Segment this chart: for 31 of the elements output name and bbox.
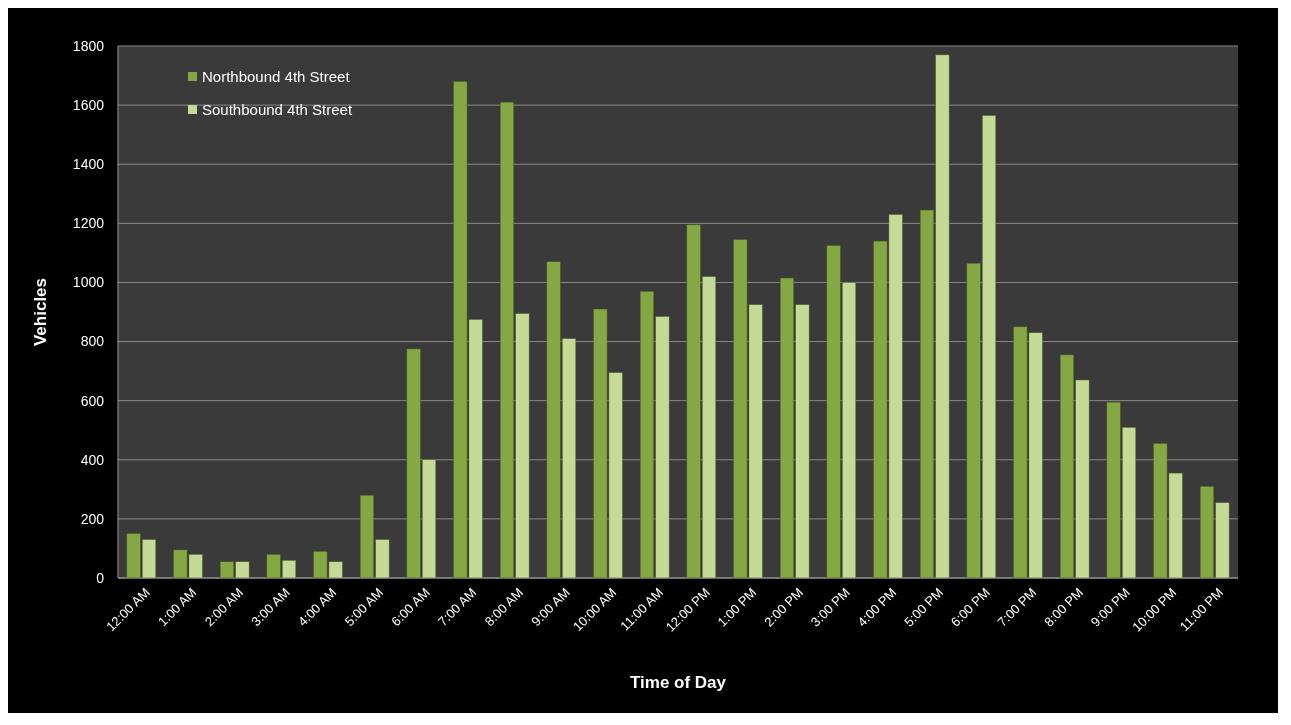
y-tick-label: 1600: [72, 97, 105, 114]
y-tick-label: 1000: [72, 274, 105, 291]
x-tick-label: 6:00 AM: [388, 584, 433, 630]
x-tick-label: 4:00 AM: [295, 584, 340, 630]
y-tick-label: 1400: [72, 156, 105, 173]
x-tick-label: 1:00 AM: [155, 584, 200, 630]
x-tick-label: 4:00 PM: [854, 584, 900, 630]
legend-label: Southbound 4th Street: [202, 101, 353, 119]
y-tick-label: 400: [80, 451, 105, 468]
x-tick-label: 8:00 AM: [481, 584, 527, 630]
y-tick-label: 200: [80, 510, 105, 527]
x-tick-label: 7:00 AM: [435, 584, 480, 630]
x-tick-label: 3:00 AM: [248, 584, 293, 630]
x-tick-label: 3:00 PM: [807, 584, 853, 630]
x-tick-label: 2:00 PM: [761, 584, 807, 630]
legend-label: Northbound 4th Street: [202, 68, 351, 86]
y-tick-label: 1800: [72, 37, 105, 54]
x-axis-title: Time of Day: [629, 673, 727, 692]
y-tick-label: 600: [80, 392, 105, 409]
x-tick-label: 5:00 AM: [341, 584, 387, 630]
y-axis-title: Vehicles: [31, 277, 50, 347]
y-tick-label: 0: [96, 569, 105, 586]
x-tick-label: 9:00 PM: [1087, 584, 1133, 630]
x-tick-label: 5:00 PM: [901, 584, 947, 630]
x-tick-label: 1:00 PM: [714, 584, 760, 630]
x-tick-label: 8:00 PM: [1041, 584, 1087, 630]
x-tick-label: 7:00 PM: [994, 584, 1040, 630]
y-tick-label: 800: [80, 333, 105, 350]
x-tick-label: 6:00 PM: [947, 584, 993, 630]
x-tick-label: 9:00 AM: [528, 584, 573, 630]
y-tick-label: 1200: [72, 215, 105, 232]
